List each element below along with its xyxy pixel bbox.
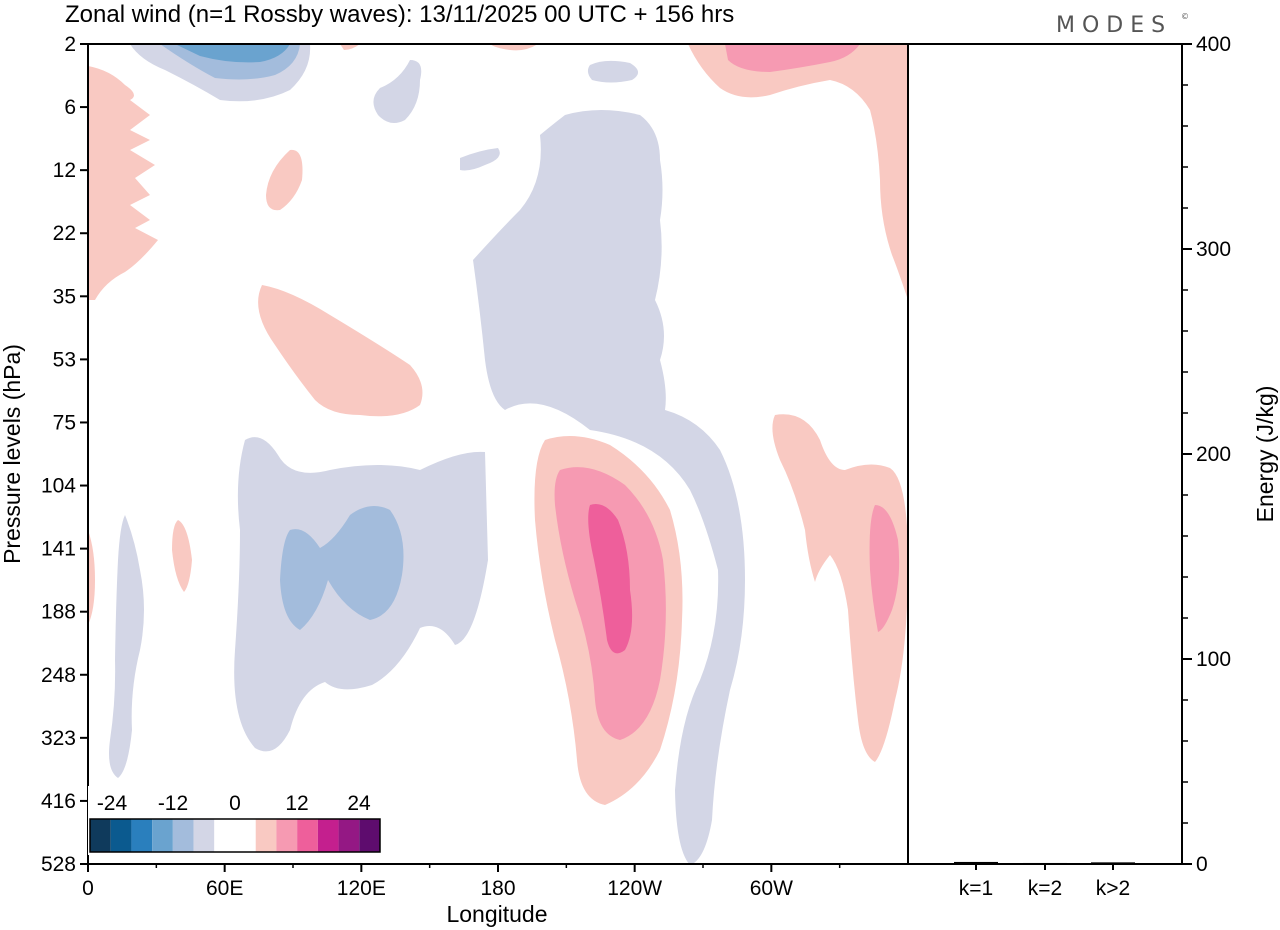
contour-negative-core-left [280,506,404,630]
y-tick-label: 528 [41,853,76,876]
energy-tick-label: 300 [1196,238,1231,261]
chart-title: Zonal wind (n=1 Rossby waves): 13/11/202… [65,1,734,28]
colorbar-swatch [214,819,235,852]
bar-category-label: k>2 [1096,877,1130,900]
contour-negative-small-2 [587,60,639,83]
y-tick-label: 12 [53,159,76,182]
y-tick-label: 104 [41,475,76,498]
y-tick-label: 53 [53,348,76,371]
colorbar-swatch [193,819,215,852]
contour-positive-core [588,504,633,654]
colorbar-label: 0 [229,792,241,815]
y-tick-label: 2 [64,33,76,56]
colorbar-swatch [338,819,360,852]
x-tick-label: 120E [337,877,386,900]
y-tick-label: 22 [53,222,76,245]
colorbar-swatch [255,819,277,852]
contour-positive-left-strip [88,66,158,300]
colorbar-label: 12 [285,792,308,815]
energy-bar [954,861,998,864]
y-tick-label: 323 [41,727,76,750]
colorbar-swatch [297,819,318,852]
bar-category-label: k=1 [959,877,993,900]
colorbar-frame [89,818,381,853]
colorbar-label: 24 [347,792,371,815]
brand-mark: © [1181,12,1189,21]
y-tick-label: 141 [41,538,76,561]
colorbar-swatch [276,819,298,852]
contour-negative-top-core [175,44,290,63]
energy-bars: k=1 k=2 k>2 [954,861,1135,900]
colorbar-swatch [235,819,256,852]
energy-axis-label: Energy (J/kg) [1252,386,1278,523]
colorbar: -24 -12 0 12 24 [88,786,382,855]
contour-positive-right [772,414,908,762]
colorbar-swatch [110,819,132,852]
energy-tick-label: 400 [1196,33,1231,56]
y-tick-label: 248 [41,664,76,687]
contour-negative-trough [473,110,745,864]
y-tick-label: 416 [41,790,76,813]
x-axis-label: Longitude [446,901,547,927]
x-tick-label: 180 [480,877,515,900]
x-tick-label: 0 [82,877,94,900]
contour-positive-small-a [266,149,303,211]
colorbar-label: -24 [97,792,128,815]
energy-axis: 0 100 200 300 400 [1182,33,1231,876]
colorbar-label: -12 [158,792,188,815]
longitude-axis: 0 60E 120E 180 120W 60W [82,864,841,900]
energy-tick-label: 100 [1196,648,1231,671]
contour-positive-right-core [869,505,900,632]
energy-bar [1091,862,1135,864]
y-tick-label: 75 [53,411,76,434]
bar-category-label: k=2 [1028,877,1062,900]
colorbar-swatch [172,819,194,852]
y-tick-label: 188 [41,601,76,624]
x-tick-label: 60E [206,877,243,900]
contour-negative-small-3 [460,148,500,171]
contour-positive-top-dot [340,44,360,50]
brand-logo: MODES [1056,13,1172,38]
pressure-axis: 2 6 12 22 35 53 75 104 141 188 248 323 416 528 [41,33,88,876]
x-tick-label: 120W [607,877,662,900]
colorbar-swatch [359,819,380,852]
contour-positive-left-edge [88,530,95,625]
contour-positive-top-small [490,44,538,51]
contour-field [88,44,908,864]
contour-positive-diag [258,285,423,417]
colorbar-swatch [131,819,153,852]
contour-positive-top-right-core [725,44,860,72]
y-axis-label: Pressure levels (hPa) [0,344,25,564]
energy-bar [1023,862,1067,864]
colorbar-swatch [90,819,111,852]
contour-negative-small-1 [373,60,422,124]
energy-tick-label: 0 [1196,853,1208,876]
contour-positive-small-b [172,520,192,592]
energy-tick-label: 200 [1196,443,1231,466]
y-tick-label: 6 [64,96,76,119]
contour-positive-top-right [688,44,908,300]
colorbar-swatch [317,819,339,852]
x-tick-label: 60W [750,877,793,900]
contour-negative-column [109,515,144,778]
colorbar-swatch [152,819,173,852]
y-tick-label: 35 [53,285,76,308]
